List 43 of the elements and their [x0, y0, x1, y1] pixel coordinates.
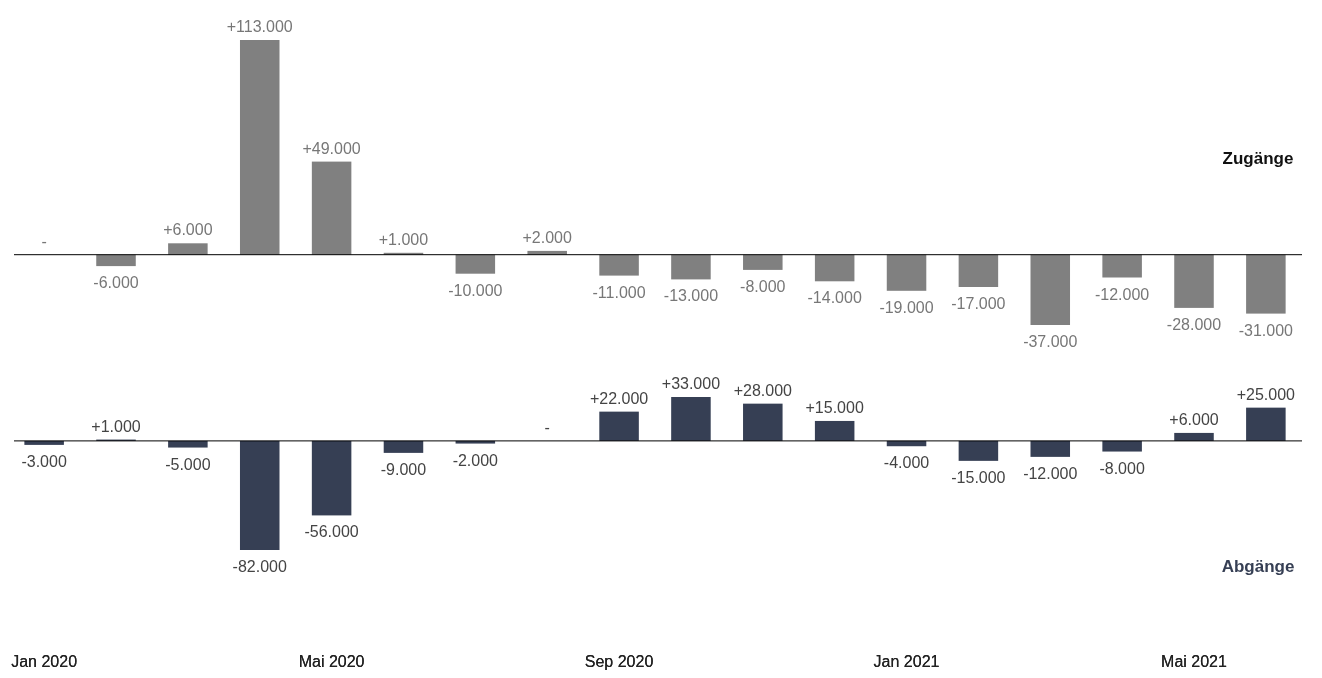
- text: Abgänge: [1221, 557, 1295, 576]
- data-label: -3.000: [21, 452, 67, 470]
- data-label: +28.000: [733, 381, 793, 399]
- data-label: +6.000: [163, 221, 213, 239]
- data-label: -14.000: [807, 289, 862, 307]
- x-tick-label: Mai 2020: [298, 653, 365, 670]
- data-label: -: [544, 418, 550, 436]
- data-label: +15.000: [805, 398, 864, 416]
- data-label: +1.000: [91, 417, 141, 435]
- x-tick-label: Sep 2020: [584, 653, 654, 670]
- data-label: +25.000: [1236, 385, 1296, 403]
- data-label: -8.000: [740, 277, 786, 295]
- data-label: +49.000: [302, 139, 361, 157]
- data-label: -10.000: [448, 281, 503, 299]
- data-label: -17.000: [951, 295, 1006, 312]
- data-label: -56.000: [304, 523, 359, 541]
- data-label: +113.000: [226, 18, 293, 35]
- data-label: -12.000: [1023, 464, 1078, 482]
- data-label: -8.000: [1099, 459, 1145, 477]
- data-label: -19.000: [879, 298, 934, 316]
- data-label: -28.000: [1166, 315, 1222, 333]
- x-tick-label: Jan 2020: [11, 653, 78, 670]
- data-label: -13.000: [663, 287, 719, 305]
- data-label: -37.000: [1023, 333, 1078, 350]
- data-label: -82.000: [232, 558, 287, 575]
- data-label: -12.000: [1095, 285, 1150, 303]
- x-tick-label: Jan 2021: [873, 653, 940, 670]
- data-label: +33.000: [661, 375, 721, 392]
- data-label: -2.000: [452, 451, 499, 469]
- data-label: -11.000: [592, 283, 646, 301]
- data-label: +22.000: [589, 389, 649, 407]
- data-label: +6.000: [1169, 410, 1219, 428]
- data-label: -5.000: [165, 455, 211, 473]
- data-label: -15.000: [951, 468, 1006, 486]
- data-label: -4.000: [883, 454, 930, 472]
- data-label: -31.000: [1238, 321, 1294, 339]
- data-label: +1.000: [378, 230, 429, 248]
- text: Zugänge: [1222, 149, 1294, 168]
- data-label: -9.000: [380, 460, 427, 478]
- data-label: +2.000: [522, 228, 572, 246]
- data-label: -: [41, 232, 47, 250]
- x-tick-label: Mai 2021: [1161, 653, 1228, 670]
- data-label: -6.000: [93, 274, 139, 292]
